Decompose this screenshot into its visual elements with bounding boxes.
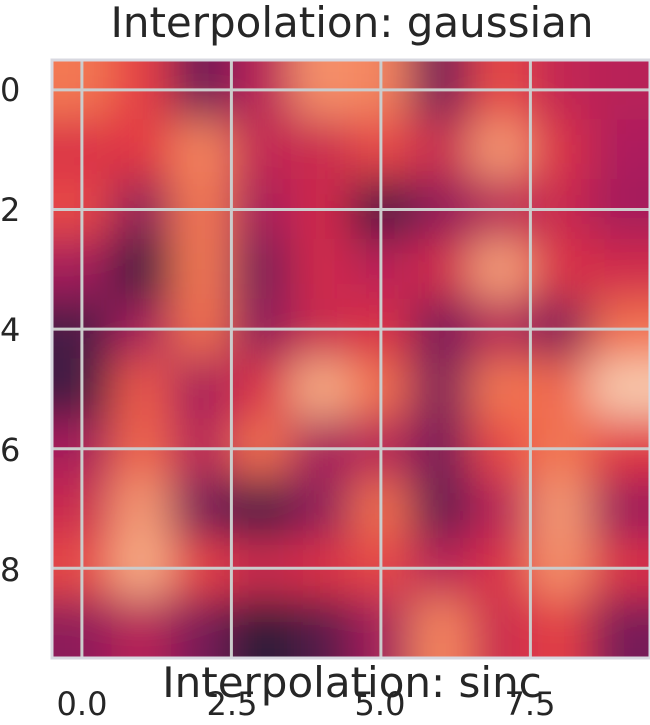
heatmap-cell [290, 478, 352, 539]
heatmap-cell [290, 358, 352, 420]
y-tick-label-2: 2 [0, 191, 21, 229]
heatmap-cell [529, 597, 591, 658]
heatmap-cell [111, 358, 173, 420]
heatmap-cell [589, 597, 650, 658]
heatmap-cell [290, 597, 352, 658]
heatmap-cell [111, 119, 173, 181]
heatmap-cell [529, 478, 591, 539]
heatmap-cell [290, 119, 352, 181]
heatmap-cell [111, 478, 173, 539]
chart-title-sinc: Interpolation: sinc [162, 658, 542, 707]
heatmap-cell [52, 60, 53, 61]
x-tick-label-0: 0.0 [56, 685, 108, 723]
heatmap-cell [52, 657, 53, 658]
y-tick-label-8: 8 [0, 551, 21, 589]
heatmap-cell [52, 358, 53, 420]
heatmap-cell [171, 358, 232, 420]
heatmap-cell [470, 238, 531, 300]
heatmap-cell [230, 238, 292, 300]
heatmap-cell [410, 597, 472, 658]
heatmap-cell [230, 478, 292, 539]
heatmap-cell [230, 358, 292, 420]
heatmap-cell [230, 119, 292, 181]
heatmap-cell [529, 358, 591, 420]
chart-title-gaussian: Interpolation: gaussian [110, 0, 594, 47]
heatmap-cell [52, 238, 53, 300]
heatmap-cell [470, 478, 531, 539]
y-tick-label-0: 0 [0, 71, 21, 109]
heatmap-cell [529, 238, 591, 300]
heatmap-cell [171, 478, 232, 539]
heatmap-cell [470, 358, 531, 420]
x-tick-label-5: 5.0 [354, 685, 406, 723]
heatmap-cell [589, 238, 650, 300]
heatmap-cell [589, 358, 650, 420]
heatmap-cell [171, 238, 232, 300]
heatmap-cell [111, 238, 173, 300]
grid-lines [52, 60, 650, 658]
heatmap-cell [589, 478, 650, 539]
heatmap-cell [589, 119, 650, 181]
x-tick-label-7-5: 7.5 [504, 685, 556, 723]
heatmap-cell [52, 119, 53, 181]
heatmap-cell [470, 119, 531, 181]
heatmap-cell [290, 238, 352, 300]
heatmap-cell [230, 597, 292, 658]
heatmap-cell [111, 597, 173, 658]
heatmap-cell [529, 119, 591, 181]
heatmap-cell [410, 358, 472, 420]
heatmap-cell [470, 597, 531, 658]
heatmap-cell [410, 119, 472, 181]
heatmap-cell [171, 119, 232, 181]
heatmap-cell [410, 478, 472, 539]
heatmap-cell [171, 597, 232, 658]
y-tick-label-6: 6 [0, 431, 21, 469]
heatmap-cell [52, 597, 53, 658]
x-tick-label-2-5: 2.5 [206, 685, 258, 723]
y-tick-label-4: 4 [0, 311, 21, 349]
heatmap-cell [410, 238, 472, 300]
axes-frame [50, 58, 650, 660]
heatmap-cell [52, 478, 53, 539]
